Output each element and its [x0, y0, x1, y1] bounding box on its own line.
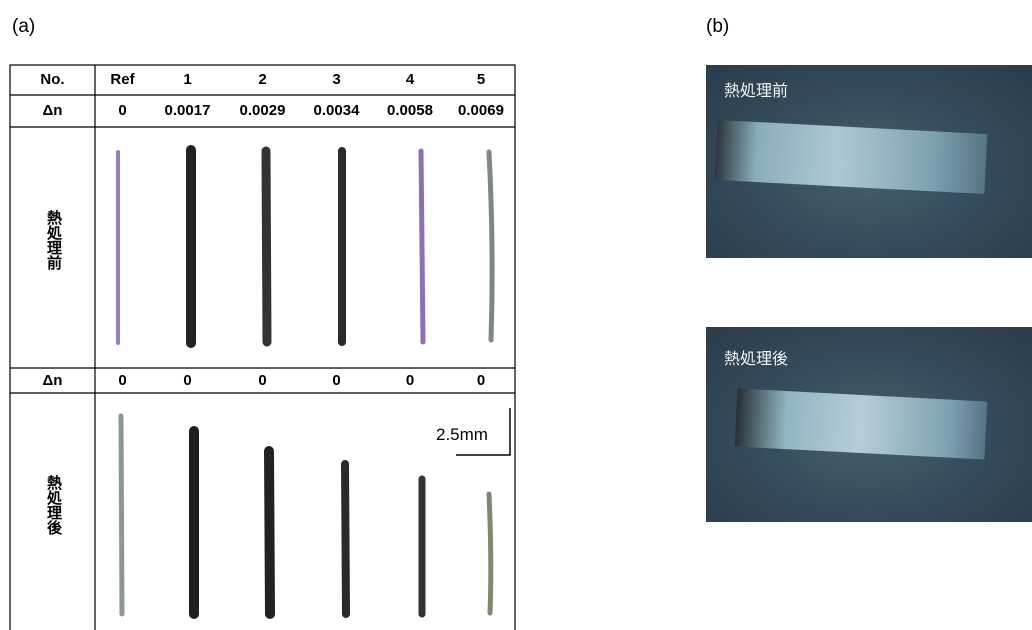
table-cell: 0 [150, 371, 225, 391]
photo: 熱処理後 [706, 327, 1032, 522]
header-cell: 4 [373, 70, 447, 90]
row-label: 熱処理後 [43, 475, 64, 535]
header-cell: 2 [225, 70, 300, 90]
page: (a) (b) 2.5mm No.Ref12345Δn00.00170.0029… [0, 0, 1032, 630]
header-cell: 3 [300, 70, 373, 90]
table-cell: 0 [95, 101, 150, 121]
photo: 熱処理前 [706, 65, 1032, 258]
sample-image [715, 120, 988, 194]
table-cell: Δn [10, 101, 95, 121]
header-cell: 5 [447, 70, 515, 90]
photo-label: 熱処理前 [724, 77, 788, 101]
table-cell: 0.0034 [300, 101, 373, 121]
table-cell: 0.0017 [150, 101, 225, 121]
row-label: 熱処理前 [43, 210, 64, 270]
photo-label: 熱処理後 [724, 345, 788, 369]
table-cell: Δn [10, 371, 95, 391]
table-cell: 0.0029 [225, 101, 300, 121]
table-cell: 0 [225, 371, 300, 391]
table-cell: 0 [447, 371, 515, 391]
scale-bar-label: 2.5mm [436, 425, 488, 445]
table-cell: 0 [300, 371, 373, 391]
table-cell: 0.0058 [373, 101, 447, 121]
sample-image [735, 388, 988, 459]
table-cell: 0 [373, 371, 447, 391]
table-cell: 0 [95, 371, 150, 391]
header-cell: 1 [150, 70, 225, 90]
table-cell: 0.0069 [447, 101, 515, 121]
header-cell: Ref [95, 70, 150, 90]
header-cell: No. [10, 70, 95, 90]
